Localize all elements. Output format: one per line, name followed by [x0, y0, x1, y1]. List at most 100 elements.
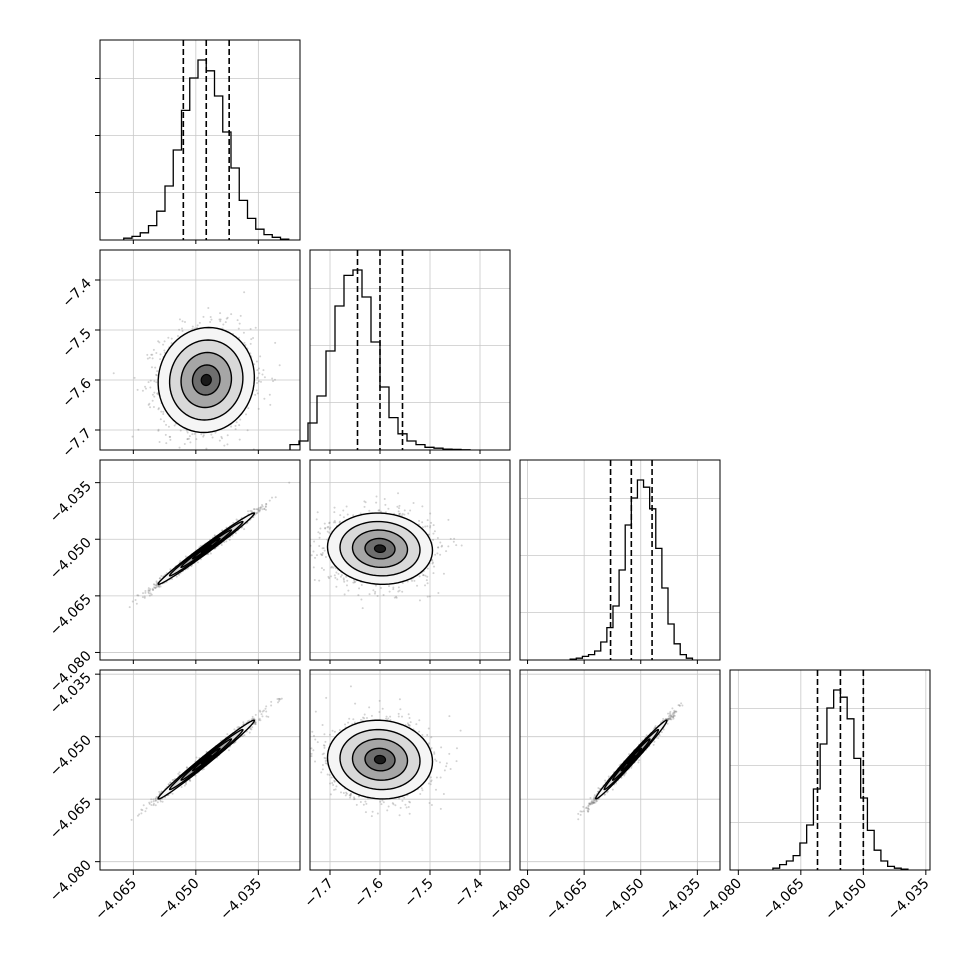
scatter-point [235, 518, 238, 521]
scatter-point [186, 567, 189, 570]
scatter-point [256, 511, 259, 514]
scatter-point [264, 505, 267, 508]
scatter-point [157, 408, 160, 411]
scatter-point [219, 320, 222, 323]
scatter-point [352, 581, 355, 584]
scatter-point [170, 337, 173, 340]
scatter-point [148, 356, 151, 359]
scatter-point [159, 418, 162, 421]
scatter-point [154, 586, 157, 589]
scatter-point [142, 592, 145, 595]
scatter-point [264, 506, 267, 509]
scatter-point [255, 360, 258, 363]
scatter-point [223, 444, 226, 447]
scatter-point [412, 502, 415, 505]
panel-frame [99, 459, 301, 661]
scatter-point [226, 316, 229, 319]
panel-frame [519, 459, 721, 661]
scatter-point [210, 433, 213, 436]
scatter-point [261, 373, 264, 376]
scatter-point [136, 388, 139, 391]
scatter-point [437, 546, 440, 549]
scatter-point [148, 594, 151, 597]
scatter-point [159, 353, 162, 356]
scatter-point [178, 318, 181, 321]
scatter-point [162, 413, 165, 416]
scatter-point [398, 504, 401, 507]
scatter-point [155, 586, 158, 589]
scatter-point [258, 509, 261, 512]
scatter-point [152, 348, 155, 351]
scatter-point [181, 320, 184, 323]
scatter-point [439, 541, 442, 544]
scatter-point [152, 588, 155, 591]
scatter-point [255, 512, 258, 515]
scatter-point [250, 338, 253, 341]
scatter-point [259, 380, 262, 383]
scatter-point [261, 503, 264, 506]
scatter-point [128, 606, 131, 609]
scatter-point [186, 438, 189, 441]
scatter-point [112, 372, 115, 375]
scatter-point [345, 575, 348, 578]
scatter-point [144, 591, 147, 594]
scatter-point [253, 508, 256, 511]
scatter-point [155, 584, 158, 587]
scatter-point [198, 321, 201, 324]
scatter-point [313, 579, 316, 582]
scatter-point [157, 429, 160, 432]
scatter-point [234, 424, 237, 427]
scatter-point [137, 594, 140, 597]
scatter-point [189, 441, 192, 444]
scatter-point [353, 579, 356, 582]
scatter-point [421, 521, 424, 524]
scatter-point [268, 499, 271, 502]
scatter-point [147, 403, 150, 406]
scatter-point [153, 395, 156, 398]
scatter-point [160, 575, 163, 578]
scatter-point [332, 521, 335, 524]
scatter-point [425, 579, 428, 582]
panel-frame [99, 249, 301, 451]
scatter-point [242, 331, 245, 334]
scatter-point [421, 526, 424, 529]
scatter-point [352, 514, 355, 517]
panel-frame [309, 249, 511, 451]
scatter-point [426, 575, 429, 578]
scatter-point [232, 521, 235, 524]
scatter-point [147, 589, 150, 592]
scatter-point [151, 587, 154, 590]
scatter-point [136, 594, 139, 597]
scatter-panel-2-0 [99, 459, 301, 661]
scatter-point [133, 376, 136, 379]
scatter-point [247, 407, 250, 410]
scatter-point [432, 532, 435, 535]
scatter-point [220, 435, 223, 438]
scatter-point [302, 541, 304, 543]
scatter-point [263, 508, 266, 511]
hist-panel-1 [289, 249, 511, 451]
scatter-point [147, 587, 150, 590]
scatter-point [397, 590, 400, 593]
scatter-point [179, 560, 182, 563]
histogram-step [289, 269, 471, 451]
scatter-point [160, 410, 163, 413]
scatter-point [181, 327, 184, 330]
scatter-point [256, 369, 259, 372]
scatter-point [244, 343, 247, 346]
scatter-point [401, 581, 404, 584]
scatter-point [401, 590, 404, 593]
scatter-point [147, 381, 150, 384]
hist-panel-3 [729, 669, 931, 871]
scatter-point [314, 556, 317, 559]
scatter-point [326, 530, 329, 533]
scatter-point [234, 532, 237, 535]
scatter-point [152, 583, 155, 586]
scatter-point [193, 432, 196, 435]
scatter-point [167, 425, 170, 428]
scatter-point [340, 574, 343, 577]
scatter-point [221, 529, 224, 532]
scatter-point [265, 502, 268, 505]
scatter-point [157, 584, 160, 587]
scatter-point [230, 313, 233, 316]
